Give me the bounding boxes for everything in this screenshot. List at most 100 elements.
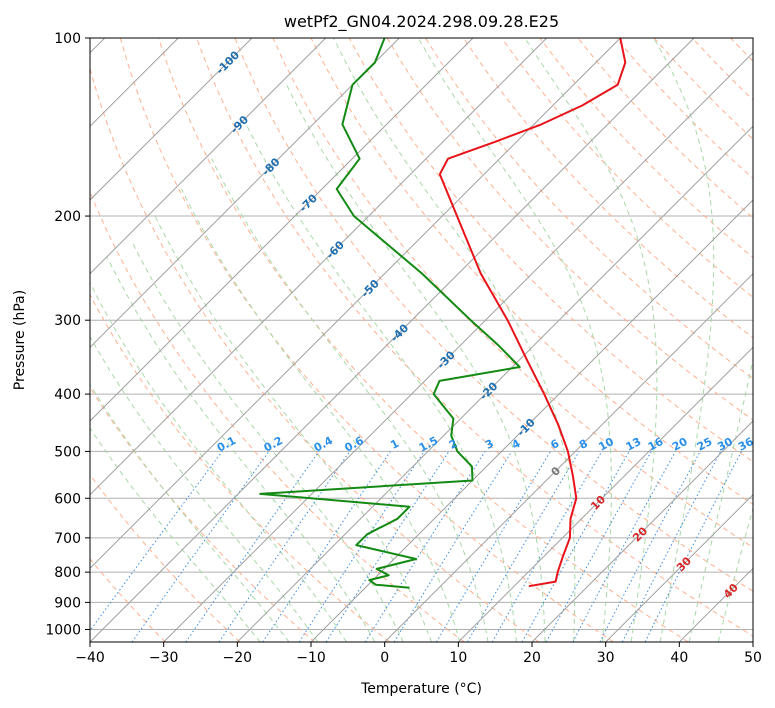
- moist-adiabat: [211, 158, 489, 642]
- pressure-gridlines: [90, 38, 753, 630]
- isotherm: [752, 641, 753, 642]
- mixing-ratio-label: 2: [447, 437, 460, 452]
- mixing-ratio-line: [298, 451, 425, 642]
- mixing-ratio-label: 16: [646, 435, 666, 454]
- mixing-ratio-label: 10: [596, 435, 616, 454]
- moist-adiabat: [130, 240, 404, 642]
- moist-adiabat: [653, 38, 715, 642]
- isotherm: [163, 51, 753, 642]
- chart-title: wetPf2_GN04.2024.298.09.28.E25: [284, 12, 559, 32]
- isotherm: [236, 125, 753, 642]
- mixing-ratio-line: [90, 451, 223, 632]
- dry-adiabat: [653, 38, 753, 140]
- moist-adiabat: [688, 356, 753, 642]
- isotherm: [90, 38, 548, 496]
- x-axis: −40 −30 −20 −10 0 10 20 30 40 50: [75, 642, 762, 666]
- isotherm: [531, 420, 753, 642]
- y-axis-label: Pressure (hPa): [12, 290, 28, 390]
- y-tick-label: 300: [54, 313, 81, 329]
- mixing-ratio-label: 30: [715, 435, 735, 454]
- dry-adiabat: [90, 66, 540, 642]
- y-tick-label: 200: [54, 209, 81, 225]
- moist-adiabat: [154, 215, 432, 642]
- mixing-ratio-line: [644, 451, 742, 642]
- y-tick-label: 700: [54, 531, 81, 547]
- mixing-ratio-line: [185, 451, 320, 642]
- dry-adiabat: [90, 558, 166, 642]
- dry-adiabat: [769, 38, 775, 642]
- isotherm-label: 40: [721, 581, 741, 601]
- mixing-ratio-label: 3: [483, 437, 496, 452]
- dry-adiabat: [158, 38, 689, 642]
- moist-adiabat: [245, 124, 517, 642]
- mixing-ratio-label: 20: [670, 435, 690, 454]
- x-tick-label: −30: [149, 650, 179, 666]
- dry-adiabat: [348, 38, 753, 463]
- y-axis: 100 200 300 400 500 600 700 800 900 1000: [45, 31, 90, 638]
- mixing-ratio-line: [393, 451, 513, 642]
- profile-lines: [259, 38, 627, 589]
- x-tick-label: 30: [597, 650, 615, 666]
- mixing-ratio-line: [599, 451, 701, 642]
- mixing-ratio-line: [218, 451, 351, 642]
- x-tick-label: −40: [75, 650, 105, 666]
- temperature-line: [438, 38, 627, 588]
- dry-adiabat: [90, 473, 241, 642]
- isotherm: [90, 38, 253, 201]
- x-tick-label: −10: [296, 650, 326, 666]
- moist-adiabat: [106, 257, 376, 642]
- mixing-ratio-line: [325, 451, 450, 642]
- dry-adiabat: [691, 38, 753, 101]
- isotherm: [678, 567, 753, 642]
- mixing-ratio-line: [621, 451, 722, 642]
- mixing-ratio-label: 1: [388, 437, 401, 452]
- dry-adiabat: [272, 38, 753, 548]
- mixing-ratio-line: [262, 451, 391, 642]
- mixing-ratio-line: [435, 451, 552, 642]
- plot-frame: [89, 37, 754, 643]
- moist-adiabats: [90, 38, 753, 642]
- dry-adiabat: [90, 386, 316, 642]
- mixing-ratio-lines: [90, 451, 742, 642]
- x-tick-label: 20: [523, 650, 541, 666]
- mixing-ratio-label: 25: [695, 435, 715, 454]
- moist-adiabat: [524, 38, 658, 642]
- mixing-ratio-label: 6: [549, 437, 562, 452]
- mixing-ratio-line: [545, 451, 652, 642]
- y-tick-label: 400: [54, 387, 81, 403]
- dry-adiabat: [119, 38, 614, 642]
- dewpoint-line: [259, 38, 521, 589]
- x-tick-label: 50: [744, 650, 762, 666]
- isotherm-label: 10: [588, 493, 608, 513]
- moist-adiabat: [286, 84, 546, 642]
- y-tick-label: 600: [54, 491, 81, 507]
- isotherm: [90, 38, 695, 642]
- x-tick-label: −20: [223, 650, 253, 666]
- x-tick-label: 40: [670, 650, 688, 666]
- plot-area: 0.1 0.2 0.4 0.6 1 1.5 2 3 4 6 8 10 13 16 20 25 30 36-100-…: [90, 38, 775, 642]
- isotherm-label: -80: [259, 155, 282, 178]
- dry-adiabat: [234, 38, 753, 592]
- isotherm: [457, 346, 753, 642]
- mixing-ratio-label: 13: [624, 435, 644, 454]
- dry-adiabat: [386, 38, 753, 421]
- mixing-ratio-label: 36: [736, 435, 756, 454]
- isotherm: [90, 38, 474, 422]
- dry-adiabat: [310, 38, 753, 505]
- moist-adiabat: [90, 335, 319, 642]
- y-tick-label: 900: [54, 595, 81, 611]
- moist-adiabat: [333, 38, 576, 642]
- dry-adiabat: [463, 38, 753, 339]
- dry-adiabat: [501, 38, 753, 299]
- x-tick-label: 10: [449, 650, 467, 666]
- isotherm-label: -100: [214, 48, 243, 77]
- moist-adiabat: [717, 506, 753, 642]
- mixing-ratio-line: [521, 451, 630, 642]
- mixing-ratio-label: 4: [510, 437, 523, 452]
- mixing-ratio-line: [572, 451, 676, 642]
- isotherm: [310, 199, 753, 642]
- y-tick-label: 1000: [45, 622, 81, 638]
- moist-adiabat: [180, 188, 461, 642]
- isotherm: [90, 38, 621, 570]
